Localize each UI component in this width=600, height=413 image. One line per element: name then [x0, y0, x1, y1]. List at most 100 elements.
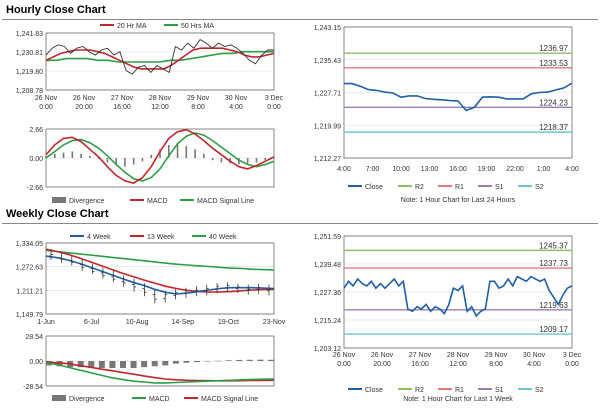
legend-4-week-label: 4 Week [87, 234, 111, 241]
divergence-bar [130, 361, 137, 369]
hourly-ma-plot-frame [45, 32, 275, 91]
legend-close-label: Close [365, 387, 383, 394]
x-tick-time: 12:00 [151, 104, 169, 111]
divergence-bar [236, 359, 243, 361]
x-tick-date: 30 Nov [523, 352, 546, 359]
y-tick-label: 1,203.12 [314, 346, 341, 353]
x-tick-date: 26 Nov [333, 352, 356, 359]
divergence-bar [225, 360, 232, 361]
x-tick-date: 28 Nov [149, 95, 172, 102]
x-tick-label: 19-Oct [218, 319, 239, 326]
x-tick-label: 23-Nov [263, 319, 286, 326]
legend-40-week-label: 40 Week [209, 234, 237, 241]
legend-s1-label: S1 [495, 387, 504, 394]
y-tick-label: 1,272.63 [16, 265, 43, 272]
legend-divergence-swatch [52, 395, 66, 401]
divergence-bar [162, 361, 169, 366]
divergence-bar [183, 361, 190, 363]
y-tick-label: 1,219.99 [314, 123, 341, 130]
level-r2-label: 1236.97 [539, 44, 568, 53]
x-tick-time: 0:00 [337, 361, 351, 368]
weekly-ma-plot-frame [45, 242, 275, 315]
x-tick-date: 29 Nov [485, 352, 508, 359]
x-tick-label: 6-Jul [84, 319, 100, 326]
x-tick-date: 29 Nov [187, 95, 210, 102]
x-tick-label: 10-Aug [126, 319, 149, 326]
x-tick-date: 26 Nov [73, 95, 96, 102]
x-tick-label: 1-Jun [37, 319, 55, 326]
x-tick-time: 0:00 [565, 361, 579, 368]
ma20-line [45, 47, 275, 70]
legend-divergence-label: Divergence [69, 396, 105, 403]
divergence-bar [120, 361, 126, 369]
level-r1-label: 1233.53 [539, 59, 568, 68]
x-tick-date: 3 Dec [563, 352, 582, 359]
ma50-line [46, 50, 274, 63]
weekly-section-title: Weekly Close Chart [6, 208, 109, 220]
close-price-line [344, 82, 573, 112]
level-s2-label: 1218.37 [539, 123, 568, 132]
legend-macd-label: MACD [147, 198, 168, 205]
legend-divergence-label: Divergence [69, 198, 105, 205]
x-tick-date: 28 Nov [447, 352, 470, 359]
level-r2-label: 1245.37 [539, 241, 568, 250]
weekly-section-rule [2, 223, 598, 224]
x-tick-label: 22:00 [506, 166, 524, 173]
x-tick-time: 20:00 [75, 104, 93, 111]
legend-close-label: Close [365, 184, 383, 191]
legend-s1-label: S1 [495, 184, 504, 191]
divergence-bar [246, 359, 253, 361]
y-tick-label: 28.54 [25, 334, 43, 341]
divergence-bar [268, 359, 274, 361]
x-tick-time: 12:00 [449, 361, 467, 368]
wk4-line [45, 255, 275, 295]
x-tick-time: 16:00 [411, 361, 429, 368]
x-tick-time: 8:00 [191, 104, 205, 111]
divergence-bar [204, 361, 211, 362]
macd-line [45, 362, 275, 384]
divergence-bar [109, 361, 116, 369]
divergence-bar [88, 361, 95, 369]
x-tick-label: 1:00 [537, 166, 551, 173]
x-tick-time: 4:00 [527, 361, 541, 368]
x-tick-label: 7:00 [366, 166, 380, 173]
y-tick-label: 2.66 [29, 127, 43, 134]
y-tick-label: 1,227.36 [314, 290, 341, 297]
y-tick-label: 1,334.05 [16, 241, 43, 248]
x-tick-date: 26 Nov [35, 95, 58, 102]
x-tick-time: 20:00 [373, 361, 391, 368]
legend-macd-signal-label: MACD Signal Line [197, 198, 254, 205]
y-tick-label: 0.00 [29, 359, 43, 366]
y-tick-label: 1,211.21 [16, 288, 43, 295]
hourly_pivot-plot-frame [343, 26, 573, 159]
x-tick-time: 0:00 [267, 104, 281, 111]
hourly-section-rule [2, 19, 598, 20]
legend-s2-label: S2 [535, 387, 544, 394]
legend-r1-label: R1 [455, 184, 464, 191]
y-tick-label: 1,230.81 [16, 50, 43, 57]
x-tick-date: 26 Nov [371, 352, 394, 359]
y-tick-label: 1,235.43 [314, 58, 341, 65]
x-tick-date: 27 Nov [111, 95, 134, 102]
x-tick-date: 27 Nov [409, 352, 432, 359]
y-tick-label: 1,239.48 [314, 262, 341, 269]
hourly-price-line [45, 39, 274, 75]
divergence-bar [257, 359, 264, 361]
y-tick-label: 1,227.71 [314, 91, 341, 98]
legend-r2-label: R2 [415, 387, 424, 394]
x-tick-time: 0:00 [39, 104, 53, 111]
y-tick-label: -28.54 [23, 384, 43, 391]
chart-note: Note: 1 Hour Chart for Last 1 Week [403, 396, 513, 403]
legend-macd-label: MACD [149, 396, 170, 403]
level-s1-label: 1219.63 [539, 301, 568, 310]
legend-20hr-ma-label: 20 Hr MA [117, 23, 147, 30]
y-tick-label: 1,149.79 [16, 312, 43, 319]
x-tick-time: 4:00 [229, 104, 243, 111]
level-s2-label: 1209.17 [539, 325, 568, 334]
y-tick-label: 1,251.59 [314, 234, 341, 241]
legend-50hr-ma-label: 50 Hrs MA [181, 23, 214, 30]
wk40-line [45, 249, 275, 271]
legend-divergence-swatch [52, 197, 66, 203]
y-tick-label: 1,212.27 [314, 156, 341, 163]
macd-signal-line [45, 132, 275, 182]
